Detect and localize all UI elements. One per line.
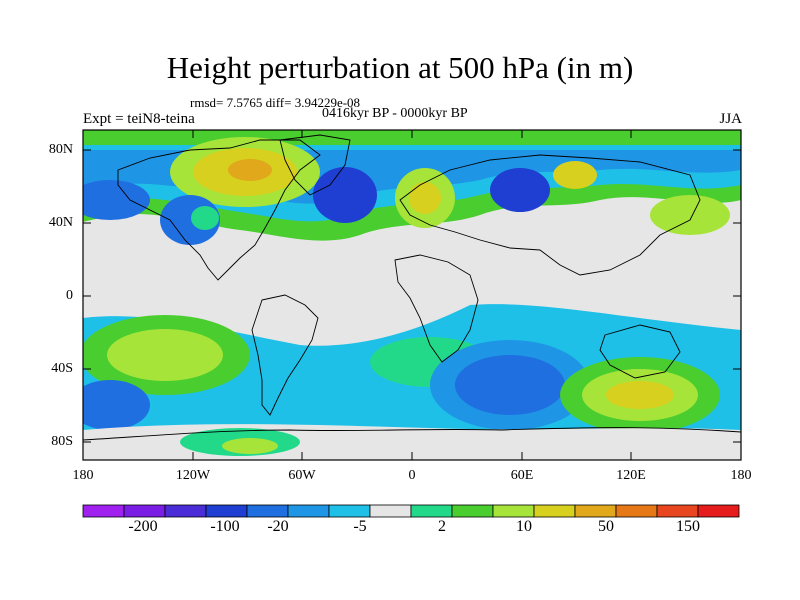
colorbar-label: -5 <box>353 518 367 535</box>
colorbar-swatch <box>328 504 371 518</box>
lon-label-120e: 120E <box>616 468 646 483</box>
africa-coast <box>394 254 479 363</box>
spacific-low-west <box>83 380 150 430</box>
colorbar-swatch <box>287 504 330 518</box>
eurasia-coast <box>399 154 701 276</box>
siberia-low <box>490 168 550 212</box>
colorbar-swatch <box>697 504 740 518</box>
colorbar-label: -200 <box>128 518 158 535</box>
lon-label-60e: 60E <box>510 468 534 483</box>
colorbar-swatch <box>205 504 248 518</box>
colorbar-swatch <box>410 504 453 518</box>
atlantic-low <box>313 167 377 223</box>
colorbar-swatch <box>246 504 289 518</box>
lat-label-0: 0 <box>66 288 73 303</box>
colorbar-label: -100 <box>210 518 240 535</box>
north-america-coast <box>117 139 321 281</box>
colorbar-swatch <box>451 504 494 518</box>
indian-low-core <box>455 355 565 415</box>
lon-label-180w: 180 <box>72 468 94 483</box>
experiment-label: Expt = teiN8-teina <box>83 111 195 127</box>
colorbar-label: 2 <box>438 518 446 535</box>
colorbar-swatch <box>164 504 207 518</box>
lat-label-40s: 40S <box>51 361 73 376</box>
map-title: Height perturbation at 500 hPa (in m) <box>166 50 634 85</box>
colorbar-label: -20 <box>267 518 289 535</box>
australia-high-core <box>606 381 674 409</box>
colorbar-swatch <box>656 504 699 518</box>
sepacific-yellowgreen <box>107 329 223 381</box>
colorbar-swatch <box>369 504 412 518</box>
lon-label-180e: 180 <box>730 468 752 483</box>
lon-label-0: 0 <box>408 468 416 483</box>
colorbar-swatch <box>123 504 166 518</box>
colorbar-swatch <box>82 504 125 518</box>
stats-line: rmsd= 7.5765 diff= 3.94229e-08 <box>190 95 361 110</box>
tropical-neutral-band <box>83 255 741 305</box>
npacific-high <box>650 195 730 235</box>
contour-field <box>83 130 741 460</box>
lat-label-80s: 80S <box>51 434 73 449</box>
australia-coast <box>599 324 681 379</box>
greenland-coast <box>279 134 351 196</box>
colorbar-swatch <box>615 504 658 518</box>
antarctica-coast <box>83 427 741 441</box>
colorbar-swatch <box>492 504 535 518</box>
lon-label-120w: 120W <box>175 468 211 483</box>
colorbar-swatch <box>574 504 617 518</box>
season-label: JJA <box>719 111 742 127</box>
pacific-low <box>83 180 150 220</box>
lat-label-80n: 80N <box>48 142 73 157</box>
colorbar <box>82 504 740 518</box>
greenland-high-peak <box>228 159 272 181</box>
lon-label-60w: 60W <box>288 468 316 483</box>
antarctic-yellowgreen <box>222 438 278 454</box>
axis-ticks <box>82 130 742 460</box>
period-line: 0416kyr BP - 0000kyr BP <box>322 106 468 121</box>
coastlines <box>83 134 741 441</box>
lat-label-40n: 40N <box>48 215 73 230</box>
colorbar-label: 50 <box>598 518 614 535</box>
south-america-coast <box>251 294 319 416</box>
colorbar-label: 10 <box>516 518 532 535</box>
eastasia-high <box>553 161 597 189</box>
colorbar-label: 150 <box>676 518 700 535</box>
colorbar-swatch <box>533 504 576 518</box>
namerica-green <box>191 206 219 230</box>
europe-high-core <box>409 182 441 214</box>
